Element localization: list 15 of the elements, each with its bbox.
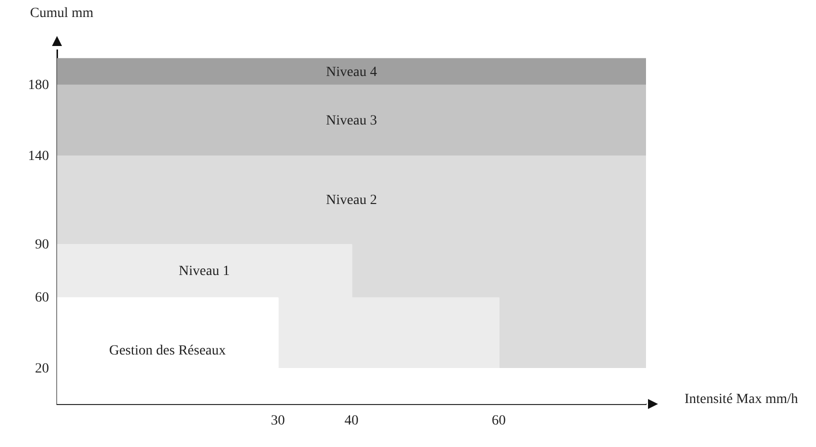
annotation: Niveau 1 bbox=[178, 264, 230, 280]
annotation: Gestion des Réseaux bbox=[109, 344, 226, 359]
annotation: Niveau 4 bbox=[326, 64, 377, 80]
x-axis-title: Intensité Max mm/h bbox=[684, 392, 798, 408]
y-axis-title: Cumul mm bbox=[30, 6, 94, 22]
y-tick-label: 20 bbox=[35, 361, 49, 376]
annotation: Niveau 2 bbox=[326, 193, 377, 208]
y-tick-label: 140 bbox=[28, 148, 49, 164]
y-tick-label: 60 bbox=[35, 290, 49, 306]
annotation: Niveau 3 bbox=[326, 114, 377, 129]
y-tick-label: 180 bbox=[28, 78, 49, 94]
y-tick-label: 90 bbox=[35, 237, 49, 252]
x-tick-label: 30 bbox=[270, 413, 285, 428]
x-tick-label: 60 bbox=[492, 413, 506, 428]
x-tick-label: 40 bbox=[344, 413, 358, 428]
